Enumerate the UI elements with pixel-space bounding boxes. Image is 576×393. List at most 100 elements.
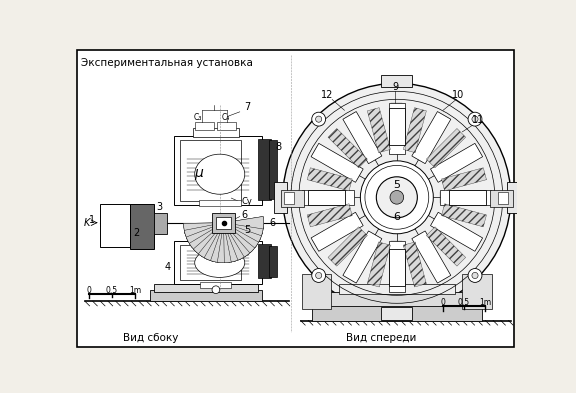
Bar — [100, 204, 130, 247]
Polygon shape — [426, 129, 465, 168]
Bar — [281, 189, 304, 207]
Wedge shape — [217, 223, 230, 263]
Bar — [389, 108, 404, 145]
Wedge shape — [223, 223, 243, 262]
Wedge shape — [204, 223, 223, 262]
Circle shape — [361, 161, 433, 234]
Bar — [200, 282, 232, 288]
Wedge shape — [204, 223, 223, 262]
Circle shape — [283, 83, 511, 311]
Wedge shape — [223, 223, 254, 257]
Polygon shape — [430, 212, 483, 251]
Wedge shape — [223, 223, 258, 253]
Polygon shape — [328, 227, 367, 266]
Circle shape — [472, 272, 478, 279]
Bar — [498, 192, 507, 204]
Bar — [274, 182, 287, 213]
Circle shape — [316, 116, 322, 122]
Polygon shape — [343, 112, 382, 163]
Circle shape — [312, 112, 325, 126]
Circle shape — [365, 165, 429, 229]
Polygon shape — [311, 212, 363, 251]
Wedge shape — [190, 223, 223, 253]
Wedge shape — [194, 223, 223, 257]
Bar — [130, 204, 154, 249]
Wedge shape — [223, 223, 261, 248]
Text: 2: 2 — [134, 228, 140, 239]
Bar — [258, 244, 271, 278]
Bar — [285, 192, 294, 204]
Polygon shape — [302, 189, 354, 205]
Text: K: K — [84, 218, 90, 228]
Text: 10: 10 — [452, 90, 465, 100]
Bar — [199, 200, 241, 206]
Bar — [180, 140, 241, 201]
Ellipse shape — [195, 248, 245, 277]
Polygon shape — [430, 143, 483, 182]
Bar — [217, 122, 236, 130]
Bar — [463, 274, 491, 309]
Bar — [312, 305, 482, 321]
Wedge shape — [223, 223, 264, 236]
Wedge shape — [190, 223, 223, 253]
Bar — [173, 136, 262, 205]
Bar — [339, 284, 454, 294]
Text: Cy: Cy — [241, 196, 252, 206]
Text: 7: 7 — [244, 102, 251, 112]
Wedge shape — [198, 223, 223, 260]
Bar — [449, 189, 486, 205]
Wedge shape — [223, 217, 264, 229]
Text: 4: 4 — [164, 262, 170, 272]
Bar — [173, 241, 262, 284]
Polygon shape — [412, 112, 451, 163]
Text: 11: 11 — [472, 115, 484, 125]
Polygon shape — [389, 103, 404, 154]
Circle shape — [472, 116, 478, 122]
Bar — [507, 182, 519, 213]
Bar — [302, 274, 331, 309]
Polygon shape — [426, 227, 465, 266]
Wedge shape — [194, 223, 223, 257]
Circle shape — [468, 112, 482, 126]
Bar — [308, 189, 344, 205]
Wedge shape — [223, 223, 243, 262]
Text: 1: 1 — [89, 215, 95, 226]
Wedge shape — [223, 223, 249, 260]
Circle shape — [390, 191, 404, 204]
Text: 1m: 1m — [129, 286, 141, 295]
Bar — [381, 307, 412, 320]
Wedge shape — [184, 223, 223, 236]
Polygon shape — [412, 231, 451, 283]
Bar — [150, 290, 262, 301]
Bar — [180, 245, 241, 281]
Wedge shape — [198, 223, 223, 260]
Polygon shape — [367, 108, 391, 152]
Bar — [195, 122, 214, 130]
Text: 9: 9 — [392, 82, 399, 92]
Circle shape — [316, 272, 322, 279]
Text: 0.5: 0.5 — [458, 298, 470, 307]
Bar — [324, 292, 470, 306]
Text: 0: 0 — [441, 298, 445, 307]
Wedge shape — [184, 223, 223, 242]
Text: 3: 3 — [156, 202, 162, 211]
Polygon shape — [367, 242, 391, 287]
Wedge shape — [186, 223, 223, 248]
Text: 6: 6 — [241, 210, 248, 220]
Wedge shape — [184, 223, 223, 242]
Text: C₃: C₃ — [194, 113, 202, 122]
Text: 5: 5 — [393, 180, 400, 190]
Text: 0: 0 — [86, 286, 91, 295]
Wedge shape — [223, 223, 254, 257]
Wedge shape — [223, 223, 264, 236]
Text: 8: 8 — [275, 142, 281, 152]
Ellipse shape — [195, 154, 245, 194]
Bar — [258, 139, 271, 200]
Polygon shape — [389, 241, 404, 292]
Wedge shape — [223, 223, 263, 242]
Wedge shape — [223, 223, 258, 253]
Text: 12: 12 — [321, 90, 334, 100]
Text: 0.5: 0.5 — [106, 286, 118, 295]
Bar — [193, 128, 239, 137]
Bar — [269, 246, 276, 277]
